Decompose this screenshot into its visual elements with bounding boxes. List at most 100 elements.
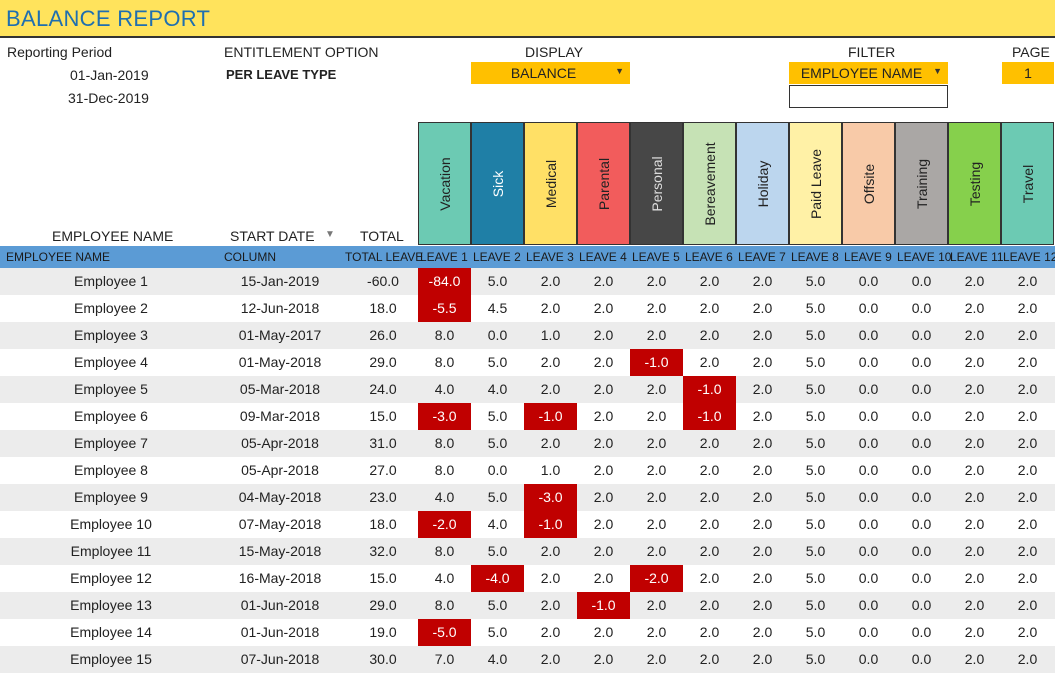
leave-value-cell: 0.0 [911,381,932,397]
leave-value-cell: 2.0 [964,273,985,289]
report-title: BALANCE REPORT [6,6,211,31]
leave-value-cell: -2.0 [418,511,471,538]
leave-type-header: Training [895,122,948,245]
leave-value-cell: 2.0 [593,462,614,478]
leave-value-cell: 5.0 [487,597,508,613]
table-row[interactable]: Employee 15 07-Jun-2018 30.0 7.0 4.0 2.0 2.0 2.… [0,646,1055,673]
leave-value-cell: 5.0 [805,624,826,640]
leave-value-cell: 2.0 [752,624,773,640]
leave-value-cell: 0.0 [487,462,508,478]
leave-value-cell: 5.0 [805,597,826,613]
leave-value-cell: 2.0 [593,327,614,343]
leave-value-cell: 2.0 [593,651,614,667]
leave-value-cell: 2.0 [593,516,614,532]
reporting-period-start[interactable]: 01-Jan-2019 [70,67,149,83]
table-row[interactable]: Employee 1 15-Jan-2019 -60.0 -84.0 5.0 2.0 2.0… [0,268,1055,295]
start-date-cell: 05-Apr-2018 [241,435,319,451]
table-row[interactable]: Employee 13 01-Jun-2018 29.0 8.0 5.0 2.0 -1.0 2… [0,592,1055,619]
leave-value-cell: -5.0 [418,619,471,646]
leave-type-name: Vacation [436,156,453,211]
start-date-cell: 07-May-2018 [238,516,322,532]
leave-value-cell: 0.0 [911,651,932,667]
employee-name-cell: Employee 7 [74,435,148,451]
leave-value-cell: 8.0 [434,327,455,343]
table-row[interactable]: Employee 3 01-May-2017 26.0 8.0 0.0 1.0 2.0 2.0… [0,322,1055,349]
filter-dropdown[interactable]: EMPLOYEE NAME ▼ [789,62,948,84]
leave-value-cell: 2.0 [964,516,985,532]
leave-value-cell: 2.0 [593,489,614,505]
filter-search-input[interactable] [789,85,948,108]
total-leave-cell: 32.0 [369,543,397,559]
leave-value-cell: 2.0 [593,435,614,451]
leave-value-cell: -2.0 [630,565,683,592]
leave-value-cell: 4.0 [434,570,455,586]
table-row[interactable]: Employee 12 16-May-2018 15.0 4.0 -4.0 2.0 2.0-… [0,565,1055,592]
table-row[interactable]: Employee 14 01-Jun-2018 19.0 -5.0 5.0 2.0 2.0 2… [0,619,1055,646]
chevron-down-icon[interactable]: ▼ [615,66,624,76]
leave-value-cell: 5.0 [805,354,826,370]
employee-name-cell: Employee 3 [74,327,148,343]
reporting-period-end[interactable]: 31-Dec-2019 [68,90,149,106]
leave-value-cell: 2.0 [1017,624,1038,640]
leave-value-cell: 2.0 [646,543,667,559]
table-row[interactable]: Employee 10 07-May-2018 18.0 -2.0 4.0 -1.0 2.0… [0,511,1055,538]
page-label: PAGE [1012,44,1050,60]
leave-value-cell: 5.0 [805,516,826,532]
leave-value-cell: -5.5 [418,295,471,322]
leave-value-cell: 4.0 [434,381,455,397]
start-date-cell: 05-Mar-2018 [239,381,321,397]
table-row[interactable]: Employee 2 12-Jun-2018 18.0 -5.5 4.5 2.0 2.0 2.… [0,295,1055,322]
leave-type-name: Personal [648,155,665,212]
leave-value-cell: 0.0 [858,408,879,424]
leave-value-cell: 2.0 [752,408,773,424]
leave-value-cell: 2.0 [540,543,561,559]
leave-value-cell: 2.0 [1017,381,1038,397]
leave-value-cell: 2.0 [964,354,985,370]
leave-value-cell: 0.0 [911,543,932,559]
leave-value-cell: 2.0 [1017,327,1038,343]
table-row[interactable]: Employee 11 15-May-2018 32.0 8.0 5.0 2.0 2.0 2.… [0,538,1055,565]
display-dropdown[interactable]: BALANCE ▼ [471,62,630,84]
page-input[interactable]: 1 [1002,62,1054,84]
leave-value-cell: 4.0 [487,651,508,667]
leave-value-cell: -1.0 [683,403,736,430]
leave-value-cell: 2.0 [1017,489,1038,505]
start-date-cell: 15-May-2018 [238,543,322,559]
table-row[interactable]: Employee 4 01-May-2018 29.0 8.0 5.0 2.0 2.0 -1.… [0,349,1055,376]
leave-type-name: Testing [966,161,983,206]
leave-value-cell: 0.0 [911,354,932,370]
sort-dropdown-icon[interactable]: ▼ [325,229,335,240]
employee-name-cell: Employee 11 [70,543,152,559]
header-total-leave: TOTAL LEAVE [345,250,424,264]
leave-type-name: Sick [489,170,506,197]
entitlement-option-value[interactable]: PER LEAVE TYPE [226,67,337,82]
leave-value-cell: 2.0 [699,435,720,451]
table-row[interactable]: Employee 6 09-Mar-2018 15.0 -3.0 5.0 -1.0 2.0 2… [0,403,1055,430]
leave-value-cell: 2.0 [646,300,667,316]
leave-value-cell: 5.0 [487,273,508,289]
leave-value-cell: 2.0 [646,597,667,613]
leave-value-cell: 2.0 [964,300,985,316]
table-row[interactable]: Employee 7 05-Apr-2018 31.0 8.0 5.0 2.0 2.0 2.0… [0,430,1055,457]
leave-value-cell: 0.0 [911,570,932,586]
display-value: BALANCE [510,65,577,81]
leave-value-cell: 2.0 [699,543,720,559]
leave-value-cell: 0.0 [911,489,932,505]
leave-value-cell: 2.0 [752,354,773,370]
leave-value-cell: 2.0 [540,300,561,316]
leave-value-cell: 2.0 [646,327,667,343]
display-label: DISPLAY [525,44,584,60]
employee-name-cell: Employee 13 [70,597,152,613]
table-row[interactable]: Employee 5 05-Mar-2018 24.0 4.0 4.0 2.0 2.0 2.0… [0,376,1055,403]
leave-value-cell: 2.0 [646,624,667,640]
leave-value-cell: 2.0 [699,489,720,505]
leave-value-cell: -4.0 [471,565,524,592]
table-row[interactable]: Employee 8 05-Apr-2018 27.0 8.0 0.0 1.0 2.0 2.0… [0,457,1055,484]
table-row[interactable]: Employee 9 04-May-2018 23.0 4.0 5.0 -3.0 2.0 2.… [0,484,1055,511]
chevron-down-icon[interactable]: ▼ [933,66,942,76]
start-date-cell: 04-May-2018 [238,489,322,505]
leave-value-cell: -1.0 [524,403,577,430]
leave-value-cell: 2.0 [646,273,667,289]
leave-value-cell: 2.0 [1017,273,1038,289]
